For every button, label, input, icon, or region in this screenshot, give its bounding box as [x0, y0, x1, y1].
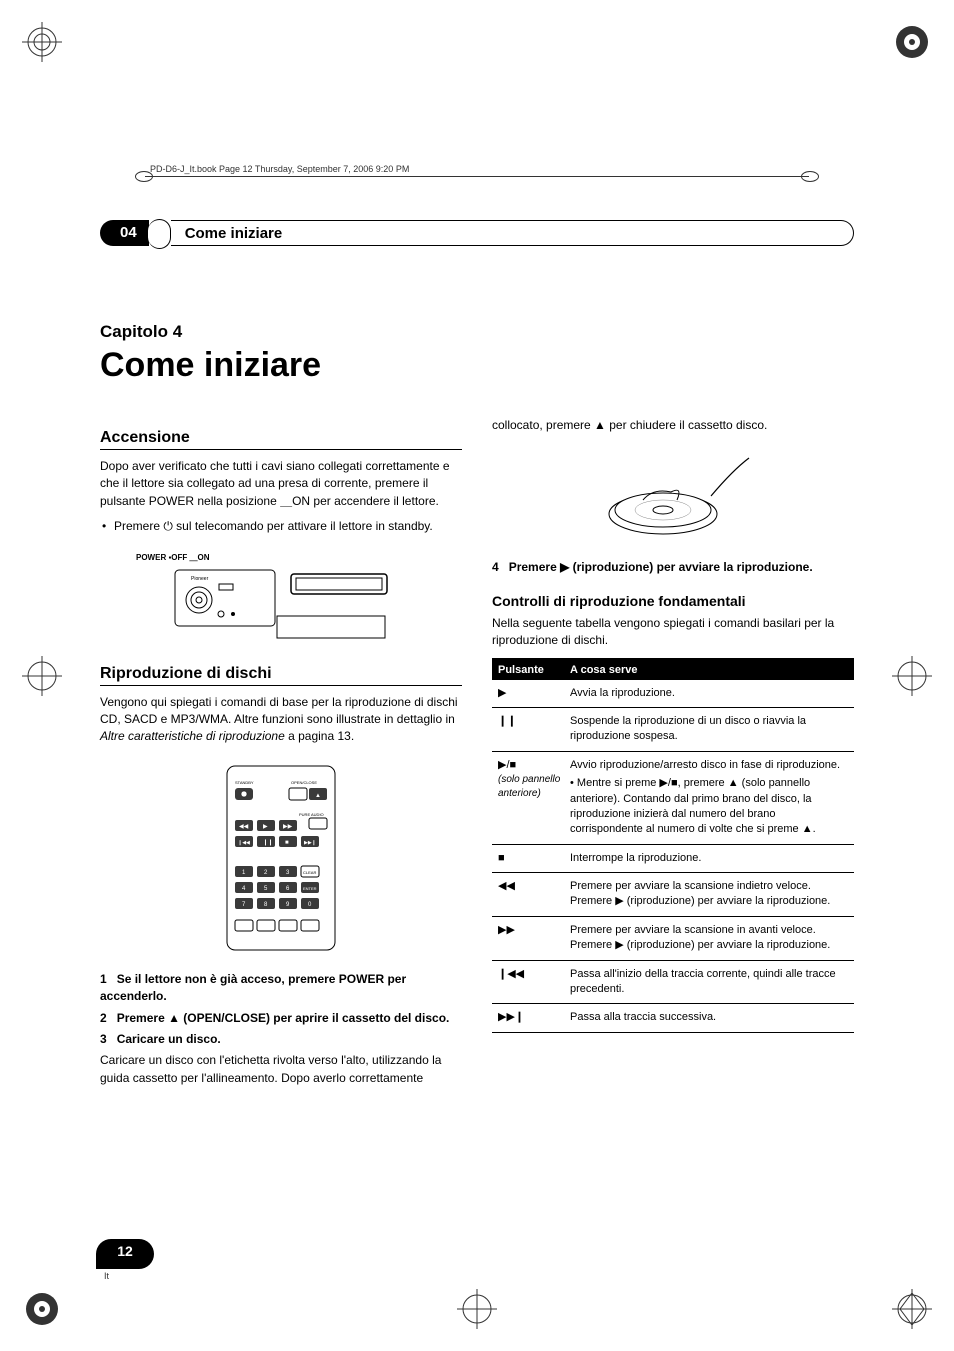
table-row: ❙◀◀Passa all'inizio della traccia corren… — [492, 961, 854, 1005]
table-cell-button: ❙❙ — [498, 714, 570, 745]
table-cell-button: ◀◀ — [498, 879, 570, 910]
registration-mark-tl — [20, 20, 64, 64]
svg-text:❙❙: ❙❙ — [263, 839, 273, 846]
svg-text:PURE AUDIO: PURE AUDIO — [299, 812, 324, 817]
chapter-title: Come iniziare — [100, 346, 854, 385]
table-cell-desc: Avvia la riproduzione. — [570, 686, 848, 701]
table-cell-button: ❙◀◀ — [498, 967, 570, 998]
page-number: 12 — [96, 1239, 154, 1263]
step-4: 4 Premere ▶ (riproduzione) per avviare l… — [492, 559, 854, 576]
player-illustration: POWER ▪OFF ＿ON Pioneer — [100, 552, 462, 649]
page-number-badge: 12 It — [96, 1239, 154, 1269]
table-cell-button: ▶▶❙ — [498, 1010, 570, 1025]
table-header: Pulsante A cosa serve — [492, 660, 854, 680]
svg-text:▶: ▶ — [263, 824, 268, 830]
svg-text:▲: ▲ — [315, 793, 321, 799]
heading-accensione: Accensione — [100, 429, 462, 450]
table-cell-button: ▶ — [498, 686, 570, 701]
step-3: 3 Caricare un disco. — [100, 1031, 462, 1048]
table-row: ■Interrompe la riproduzione. — [492, 845, 854, 873]
registration-mark-br — [890, 1287, 934, 1331]
header-rule — [145, 176, 809, 177]
section-title: Come iniziare — [171, 220, 297, 246]
registration-mark-mb — [455, 1287, 499, 1331]
svg-text:STANDBY: STANDBY — [235, 780, 254, 785]
table-cell-desc: Premere per avviare la scansione in avan… — [570, 923, 848, 954]
text-collocato: collocato, premere ▲ per chiudere il cas… — [492, 417, 854, 434]
svg-text:ENTER: ENTER — [303, 886, 317, 891]
bullet-standby: Premere ⏻ sul telecomando per attivare i… — [100, 518, 462, 535]
table-cell-desc: Interrompe la riproduzione. — [570, 851, 848, 866]
svg-text:Pioneer: Pioneer — [191, 576, 209, 582]
svg-text:OPEN/CLOSE: OPEN/CLOSE — [291, 780, 317, 785]
text-caricare: Caricare un disco con l'etichetta rivolt… — [100, 1052, 462, 1087]
table-cell-desc: Passa alla traccia successiva. — [570, 1010, 848, 1025]
table-cell-desc: Avvio riproduzione/arresto disco in fase… — [570, 758, 848, 838]
table-cell-desc: Premere per avviare la scansione indietr… — [570, 879, 848, 910]
disc-illustration — [492, 450, 854, 543]
table-cell-button: ■ — [498, 851, 570, 866]
text-controlli: Nella seguente tabella vengono spiegati … — [492, 615, 854, 650]
svg-text:❙◀◀: ❙◀◀ — [238, 840, 250, 846]
svg-text:■: ■ — [285, 840, 289, 846]
table-cell-desc: Sospende la riproduzione di un disco o r… — [570, 714, 848, 745]
remote-illustration: STANDBY OPEN/CLOSE ▲ PURE AUDIO ◀◀ ▶ ▶▶ … — [100, 762, 462, 955]
svg-text:◀◀: ◀◀ — [239, 824, 249, 830]
step-2: 2 Premere ▲ (OPEN/CLOSE) per aprire il c… — [100, 1010, 462, 1027]
controls-table: Pulsante A cosa serve ▶Avvia la riproduz… — [492, 658, 854, 1033]
table-cell-button: ▶▶ — [498, 923, 570, 954]
chapter-number: 04 — [116, 220, 149, 246]
registration-mark-bl — [20, 1287, 64, 1331]
right-column: collocato, premere ▲ per chiudere il cas… — [492, 417, 854, 1095]
table-cell-button: ▶/■(solo pannello anteriore) — [498, 758, 570, 838]
text-accensione: Dopo aver verificato che tutti i cavi si… — [100, 458, 462, 510]
table-row: ❙❙Sospende la riproduzione di un disco o… — [492, 708, 854, 752]
page-language: It — [104, 1271, 109, 1281]
left-column: Accensione Dopo aver verificato che tutt… — [100, 417, 462, 1095]
table-header-col2: A cosa serve — [570, 664, 848, 676]
svg-text:CLEAR: CLEAR — [303, 870, 316, 875]
svg-text:▶▶❙: ▶▶❙ — [304, 840, 316, 846]
step-1: 1 Se il lettore non è già acceso, premer… — [100, 971, 462, 1006]
section-header-bar: 04 Come iniziare — [100, 220, 854, 246]
table-row: ◀◀Premere per avviare la scansione indie… — [492, 873, 854, 917]
table-row: ▶▶❙Passa alla traccia successiva. — [492, 1004, 854, 1032]
table-row: ▶/■(solo pannello anteriore)Avvio riprod… — [492, 752, 854, 845]
chapter-label: Capitolo 4 — [100, 322, 854, 342]
table-cell-desc: Passa all'inizio della traccia corrente,… — [570, 967, 848, 998]
heading-controlli: Controlli di riproduzione fondamentali — [492, 593, 854, 609]
svg-text:▶▶: ▶▶ — [283, 824, 293, 830]
heading-riproduzione: Riproduzione di dischi — [100, 665, 462, 686]
text-riproduzione: Vengono qui spiegati i comandi di base p… — [100, 694, 462, 746]
header-filename: PD-D6-J_It.book Page 12 Thursday, Septem… — [150, 164, 409, 174]
table-row: ▶▶Premere per avviare la scansione in av… — [492, 917, 854, 961]
registration-mark-mr — [890, 654, 934, 698]
table-header-col1: Pulsante — [498, 664, 570, 676]
registration-mark-ml — [20, 654, 64, 698]
table-row: ▶Avvia la riproduzione. — [492, 680, 854, 708]
registration-mark-tr — [890, 20, 934, 64]
